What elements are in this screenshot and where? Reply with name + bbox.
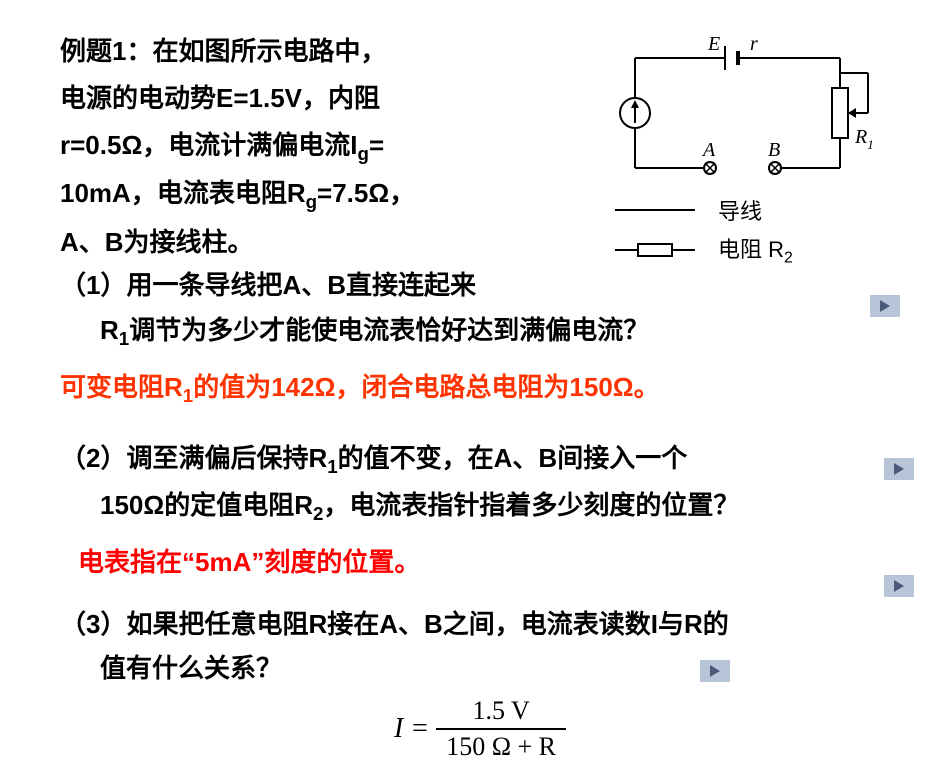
- intro-l2: 电源的电动势E=1.5V，内阻: [60, 75, 600, 122]
- intro-l5: A、B为接线柱。: [60, 219, 600, 266]
- intro-l4: 10mA，电流表电阻Rg=7.5Ω，: [60, 170, 600, 219]
- legend-resistor: 电阻 R2: [610, 232, 900, 267]
- formula: I = 1.5 V 150 Ω + R: [60, 696, 900, 762]
- label-E: E: [707, 33, 720, 55]
- label-r: r: [750, 33, 758, 55]
- top-row: 例题1：在如图所示电路中， 电源的电动势E=1.5V，内阻 r=0.5Ω，电流计…: [60, 28, 900, 267]
- label-R1: R1: [854, 126, 874, 152]
- play-button-1[interactable]: [870, 295, 900, 317]
- play-button-3[interactable]: [884, 575, 914, 597]
- right-panel: E r R1: [600, 28, 900, 267]
- legend-wire: 导线: [610, 194, 900, 226]
- play-button-2[interactable]: [884, 458, 914, 480]
- slide-page: 例题1：在如图所示电路中， 电源的电动势E=1.5V，内阻 r=0.5Ω，电流计…: [0, 0, 950, 713]
- intro-l1: 例题1：在如图所示电路中，: [60, 28, 600, 75]
- question-2: （2）调至满偏后保持R1的值不变，在A、B间接入一个 150Ω的定值电阻R2，电…: [60, 436, 900, 530]
- intro-l3: r=0.5Ω，电流计满偏电流Ig=: [60, 122, 600, 171]
- play-button-4[interactable]: [700, 660, 730, 682]
- answer-2: 电表指在“5mA”刻度的位置。: [60, 540, 900, 584]
- label-B: B: [768, 139, 780, 161]
- answer-1: 可变电阻R1的值为142Ω，闭合电路总电阻为150Ω。: [60, 365, 900, 412]
- question-3: （3）如果把任意电阻R接在A、B之间，电流表读数I与R的 值有什么关系？: [60, 602, 900, 690]
- label-A: A: [701, 139, 716, 161]
- problem-intro: 例题1：在如图所示电路中， 电源的电动势E=1.5V，内阻 r=0.5Ω，电流计…: [60, 28, 600, 267]
- circuit-diagram: E r R1: [610, 28, 890, 188]
- question-1: （1）用一条导线把A、B直接连起来 R1调节为多少才能使电流表恰好达到满偏电流？: [60, 263, 900, 354]
